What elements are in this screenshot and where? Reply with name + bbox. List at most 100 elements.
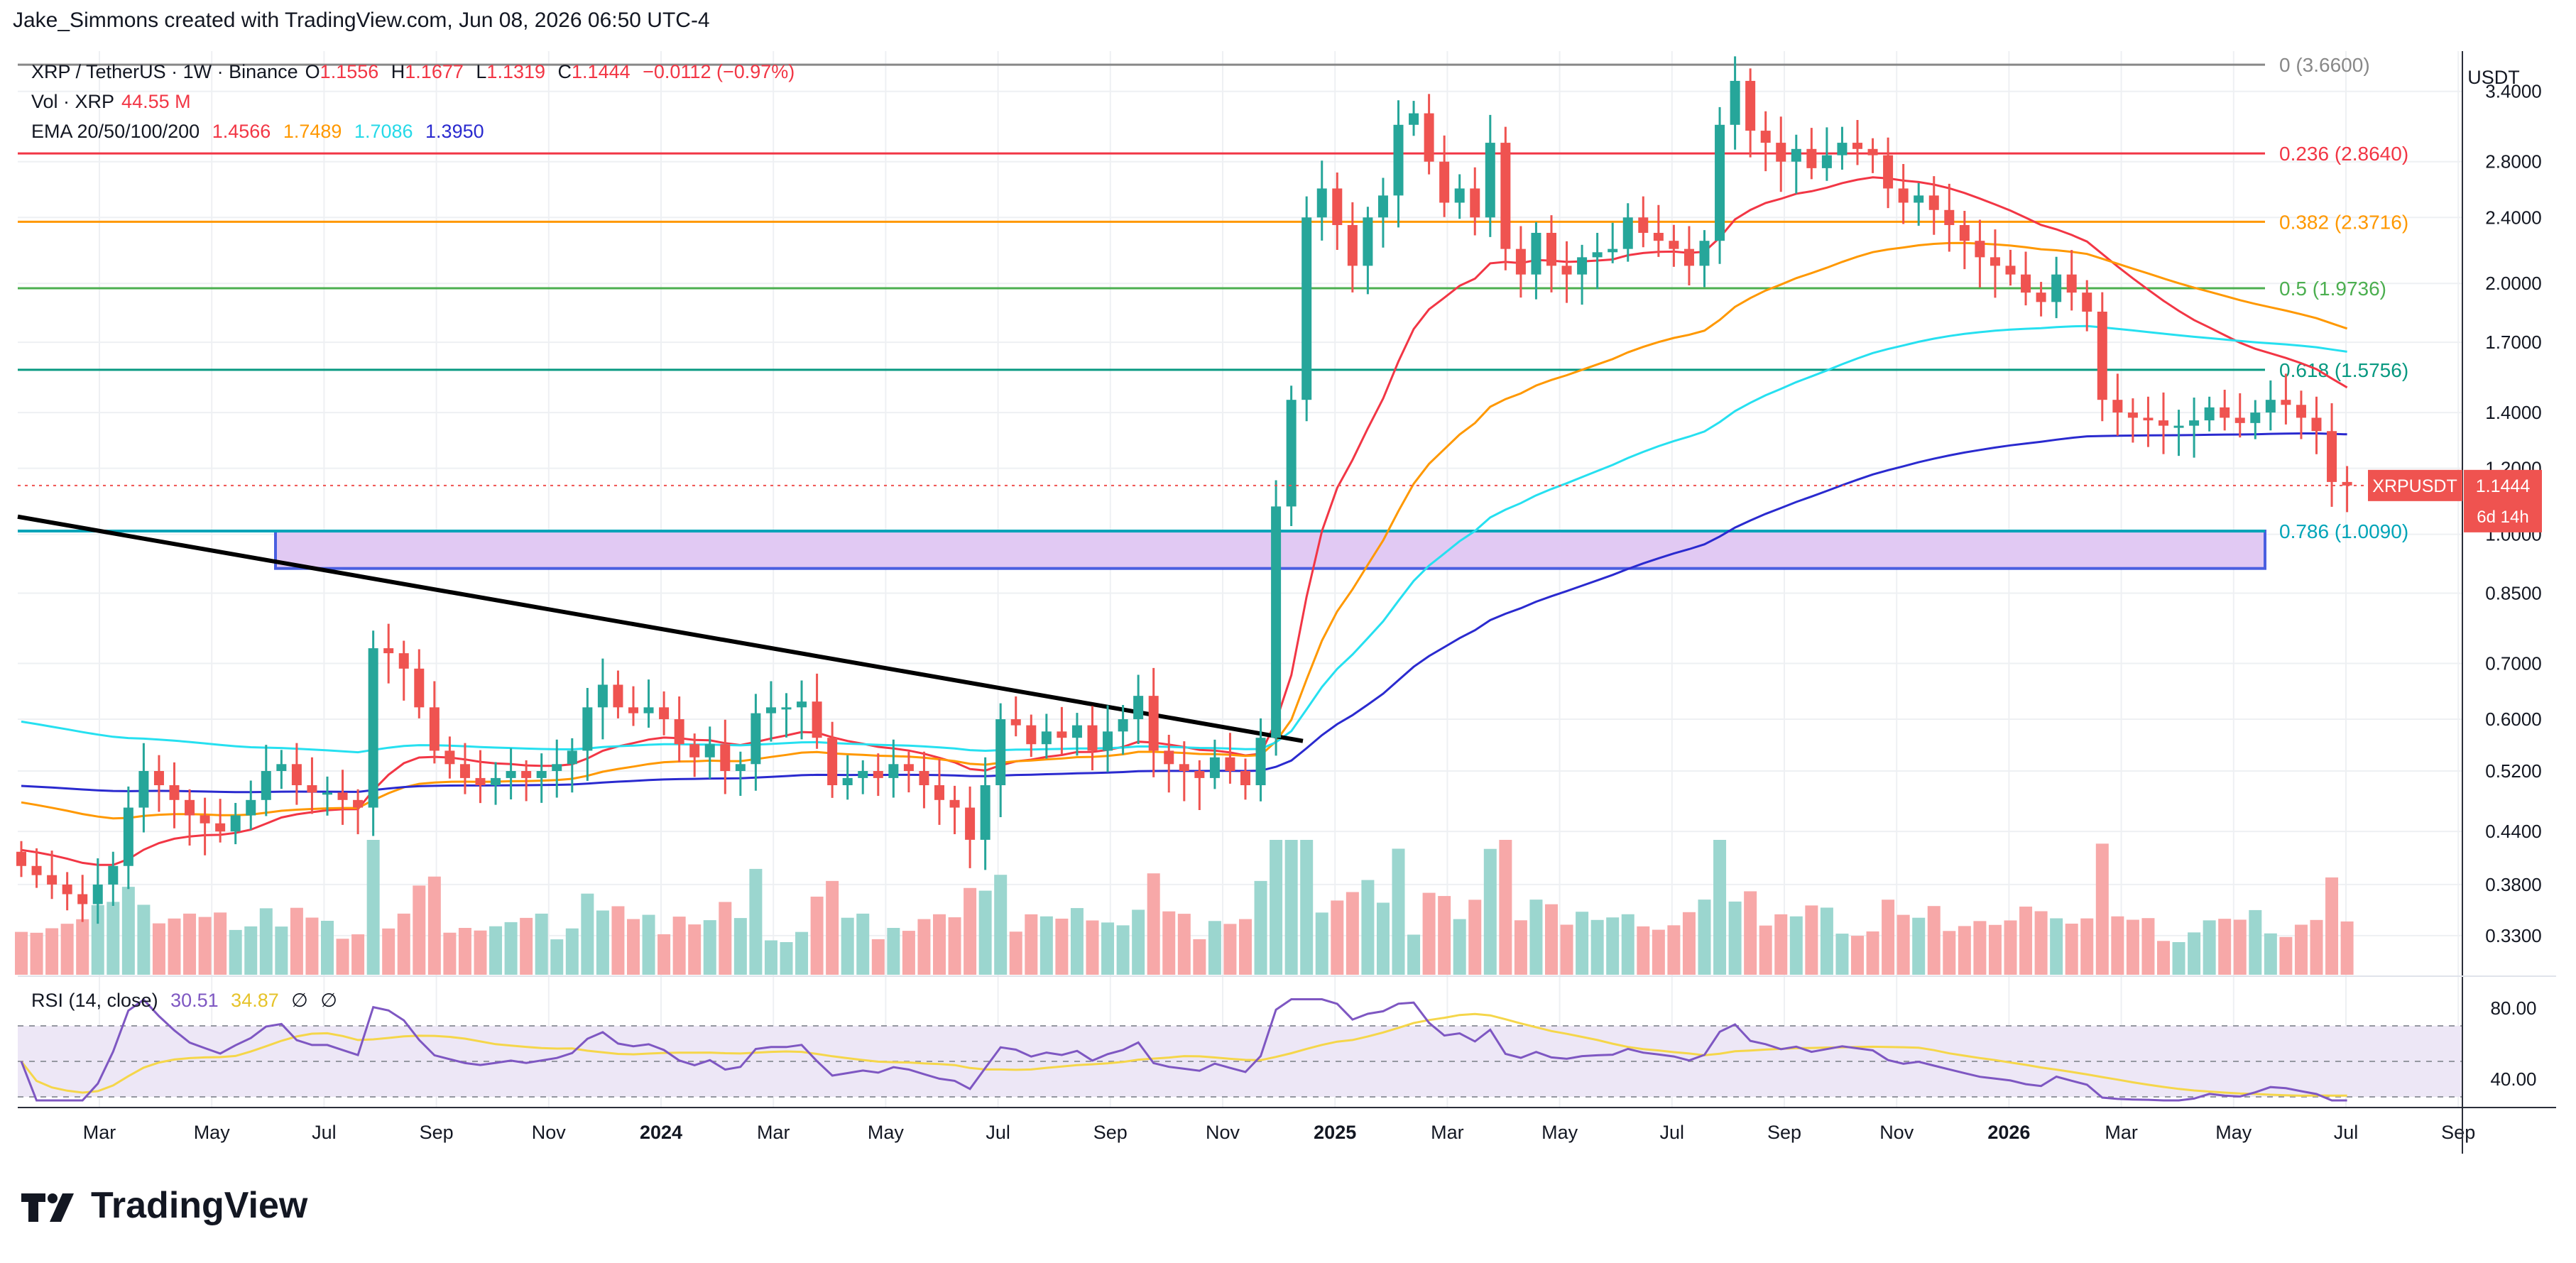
volume-bar xyxy=(1162,911,1176,975)
candle-body xyxy=(1409,113,1419,125)
candle-body xyxy=(827,738,838,785)
volume-bar xyxy=(1774,914,1788,975)
candle-body xyxy=(1914,195,1924,203)
candle-body xyxy=(1148,696,1159,751)
volume-bar xyxy=(1086,920,1099,975)
candle-body xyxy=(735,764,746,772)
volume-bar xyxy=(1805,905,1818,975)
volume-bar xyxy=(1514,920,1527,975)
candle-body xyxy=(2036,292,2046,302)
candle-body xyxy=(1393,124,1404,196)
candle-body xyxy=(261,771,271,800)
volume-bar xyxy=(2095,843,2109,975)
volume-bar xyxy=(214,912,227,975)
candle-body xyxy=(62,884,72,895)
candle-body xyxy=(108,865,119,885)
candle-body xyxy=(2127,412,2138,418)
price-tick-label: 0.6000 xyxy=(2485,709,2542,730)
candle-body xyxy=(1485,143,1495,218)
current-price-tag xyxy=(2464,469,2542,532)
candle-body xyxy=(230,815,241,832)
candle-body xyxy=(2250,412,2261,423)
fib-label: 0 (3.6600) xyxy=(2279,54,2370,76)
candle-body xyxy=(704,744,715,758)
tradingview-logo[interactable]: TradingView xyxy=(21,1184,307,1227)
rsi-legend: RSI (14, close) 30.51 34.87 ∅ ∅ xyxy=(31,990,344,1012)
volume-bar xyxy=(1851,936,1864,975)
pair-label[interactable]: XRP / TetherUS · 1W · Binance xyxy=(31,61,298,82)
time-tick-label: May xyxy=(194,1122,231,1143)
volume-bar xyxy=(489,926,503,975)
candle-body xyxy=(2204,407,2215,421)
candle-body xyxy=(1699,241,1710,266)
candle-body xyxy=(613,684,623,708)
volume-bar xyxy=(1499,840,1512,975)
volume-bar xyxy=(1101,922,1115,975)
volume-bar xyxy=(596,910,609,975)
candle-body xyxy=(567,750,577,765)
time-tick-label: Mar xyxy=(2105,1122,2138,1143)
volume-bar xyxy=(611,906,625,975)
ema-label[interactable]: EMA 20/50/100/200 xyxy=(31,121,200,142)
price-tick-label: 0.3800 xyxy=(2485,874,2542,895)
candle-body xyxy=(506,771,516,778)
price-tick-label: 0.3300 xyxy=(2485,925,2542,946)
volume-bar xyxy=(810,896,824,975)
candle-body xyxy=(858,771,868,778)
ema-legend: EMA 20/50/100/200 1.4566 1.7489 1.7086 1… xyxy=(31,121,491,143)
volume-bar xyxy=(2004,920,2017,975)
rsi-label[interactable]: RSI (14, close) xyxy=(31,990,158,1011)
candle-body xyxy=(2097,311,2107,400)
candle-body xyxy=(459,764,470,778)
candle-body xyxy=(353,799,364,808)
candle-body xyxy=(368,648,378,808)
volume-bar xyxy=(1835,934,1849,975)
candle-body xyxy=(1424,113,1434,162)
ema200-value: 1.3950 xyxy=(425,121,484,142)
time-tick-label: Sep xyxy=(1767,1122,1801,1143)
time-tick-label: 2025 xyxy=(1314,1122,1356,1143)
candle-body xyxy=(1179,764,1189,772)
volume-bar xyxy=(1193,939,1206,975)
rsi-value: 30.51 xyxy=(170,990,219,1011)
time-tick-label: Jul xyxy=(1660,1122,1685,1143)
candle-body xyxy=(1975,241,1985,258)
candle-body xyxy=(2112,400,2123,413)
brand-name: TradingView xyxy=(91,1185,308,1226)
volume-label[interactable]: Vol · XRP xyxy=(31,91,115,112)
volume-bar xyxy=(1759,925,1772,975)
price-tick-label: 1.7000 xyxy=(2485,332,2542,353)
volume-bar xyxy=(1590,919,1604,975)
time-tick-label: May xyxy=(1541,1122,1578,1143)
candle-body xyxy=(246,799,256,816)
candle-body xyxy=(1439,161,1450,203)
current-price-value: 1.1444 xyxy=(2476,476,2531,496)
candle-body xyxy=(1760,131,1771,143)
candlesticks xyxy=(16,56,2352,924)
candle-body xyxy=(521,771,532,778)
low-label: L xyxy=(476,61,487,82)
volume-bar xyxy=(657,934,671,975)
volume-bar xyxy=(1223,924,1237,975)
close-value: 1.1444 xyxy=(572,61,631,82)
volume-bar xyxy=(397,913,410,975)
volume-bar xyxy=(719,902,732,975)
candle-body xyxy=(1071,725,1082,738)
candle-body xyxy=(965,807,976,840)
volume-bar xyxy=(2249,909,2262,975)
candle-body xyxy=(1561,266,1572,275)
volume-bar xyxy=(1438,896,1451,975)
volume-bar xyxy=(1606,917,1620,975)
volume-bar xyxy=(30,932,43,975)
axes: 3.40002.80002.40002.00001.70001.40001.20… xyxy=(18,51,2556,1154)
volume-bar xyxy=(2340,921,2354,975)
volume-bar xyxy=(76,919,89,975)
volume-bar xyxy=(550,939,564,975)
volume-bar xyxy=(733,918,747,975)
time-tick-label: 2024 xyxy=(640,1122,682,1143)
volume-bar xyxy=(2172,942,2185,975)
candle-body xyxy=(1608,248,1618,253)
currency-label: USDT xyxy=(2467,67,2520,88)
ema100-value: 1.7086 xyxy=(354,121,413,142)
